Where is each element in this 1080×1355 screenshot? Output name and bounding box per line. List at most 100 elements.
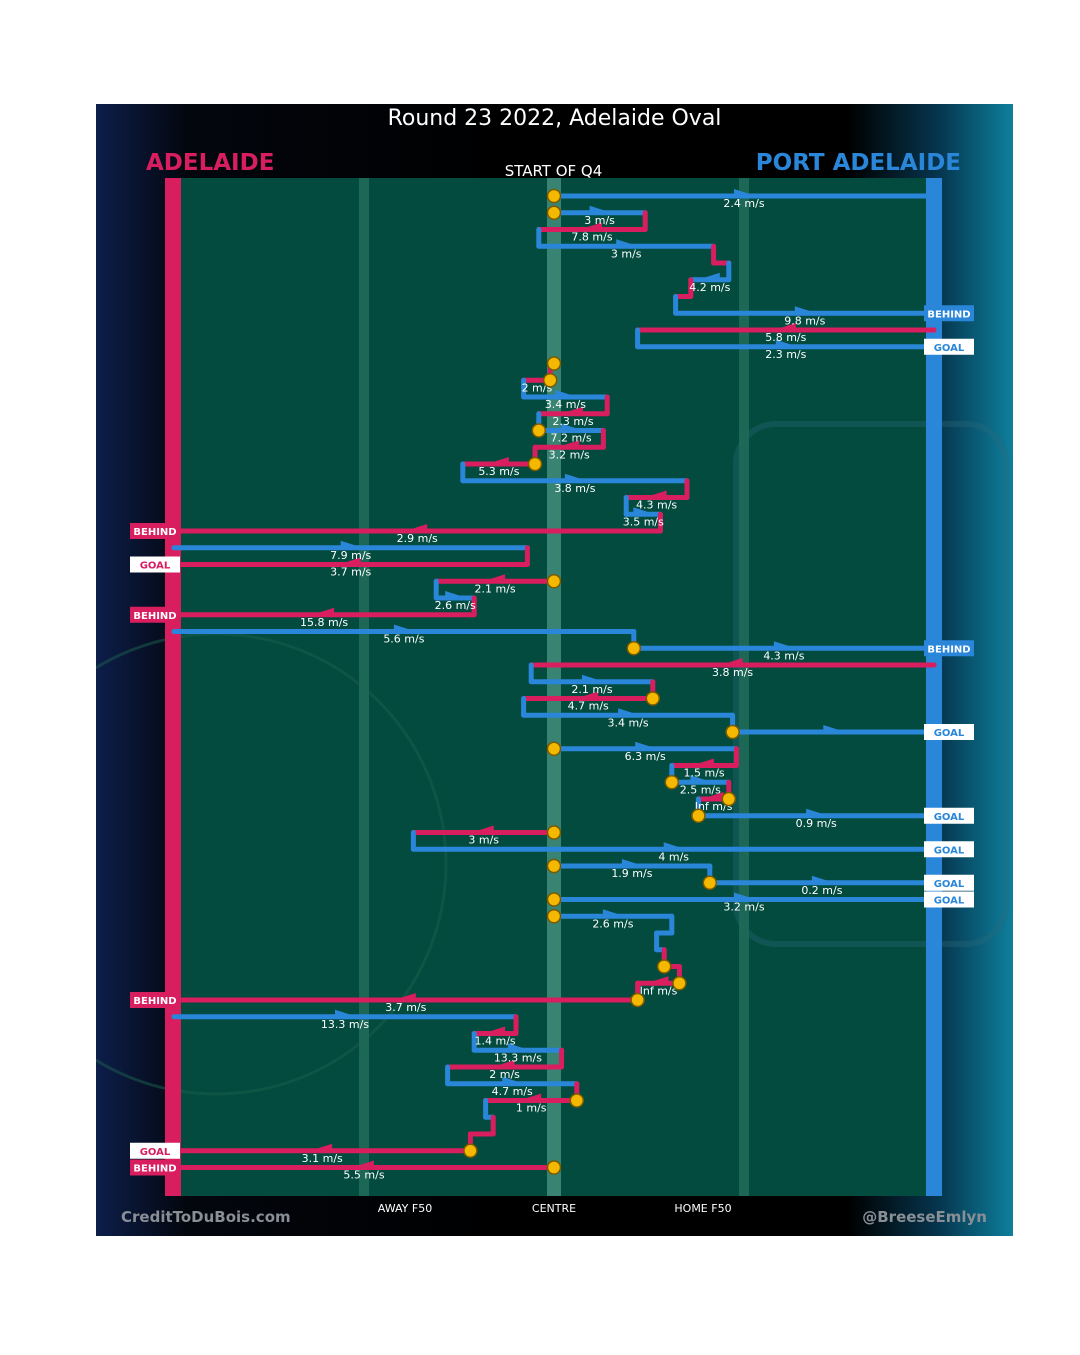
result-badge bbox=[924, 724, 974, 740]
result-badge-label: GOAL bbox=[934, 845, 965, 856]
speed-label: 7.8 m/s bbox=[571, 231, 612, 244]
turnover-marker bbox=[546, 188, 562, 204]
direction-arrow bbox=[486, 457, 509, 464]
speed-label: 2.5 m/s bbox=[680, 783, 721, 796]
direction-arrow bbox=[692, 758, 715, 766]
chain-segments bbox=[171, 189, 937, 1170]
speed-label: 2.1 m/s bbox=[475, 582, 516, 595]
direction-arrow bbox=[701, 792, 724, 799]
direction-arrow bbox=[393, 993, 416, 1000]
result-badge bbox=[924, 891, 974, 908]
credit-left: CreditToDuBois.com bbox=[121, 1208, 291, 1226]
result-badge bbox=[924, 640, 974, 657]
speed-label: 0.2 m/s bbox=[801, 884, 842, 897]
speed-label: 5.5 m/s bbox=[343, 1169, 384, 1182]
direction-arrow bbox=[312, 607, 335, 615]
turnover-marker bbox=[691, 808, 706, 823]
turnover-marker bbox=[569, 1093, 585, 1108]
direction-arrow bbox=[352, 1160, 374, 1168]
speed-label: 3.4 m/s bbox=[545, 398, 586, 411]
direction-arrow bbox=[589, 205, 612, 213]
direction-arrow bbox=[644, 490, 667, 498]
direction-arrow bbox=[445, 591, 468, 598]
speed-label: Inf m/s bbox=[640, 984, 678, 997]
x-tick-home-f50: HOME F50 bbox=[674, 1202, 732, 1215]
direction-arrow bbox=[646, 976, 669, 984]
direction-arrow bbox=[502, 1076, 525, 1084]
result-badge-label: BEHIND bbox=[133, 527, 176, 538]
result-badge-label: GOAL bbox=[934, 812, 965, 823]
result-badge-label: GOAL bbox=[934, 343, 965, 354]
speed-label: 13.3 m/s bbox=[494, 1051, 542, 1064]
direction-arrow bbox=[734, 189, 756, 196]
direction-arrow bbox=[561, 406, 583, 414]
turnover-marker bbox=[546, 205, 562, 220]
speed-label: 2 m/s bbox=[489, 1068, 520, 1081]
result-badge-label: GOAL bbox=[140, 1147, 171, 1158]
home-goal-bar bbox=[165, 178, 181, 1196]
speed-label: 3.2 m/s bbox=[723, 901, 764, 914]
direction-arrow bbox=[393, 624, 416, 632]
speed-label: 3.7 m/s bbox=[330, 566, 371, 579]
result-badge bbox=[130, 1142, 180, 1159]
speed-label: 3.1 m/s bbox=[302, 1152, 343, 1165]
direction-arrow bbox=[555, 390, 578, 397]
x-tick-away-f50: AWAY F50 bbox=[377, 1202, 433, 1215]
speed-label: 4.3 m/s bbox=[636, 499, 677, 512]
direction-arrow bbox=[616, 239, 639, 247]
direction-arrow bbox=[580, 222, 602, 230]
home-team-label: ADELAIDE bbox=[146, 150, 275, 176]
speed-label: 1.4 m/s bbox=[475, 1035, 516, 1048]
turnover-marker bbox=[672, 976, 687, 991]
speed-label: 3.7 m/s bbox=[385, 1001, 426, 1014]
away-goal-bar bbox=[926, 178, 942, 1196]
speed-label: 5.8 m/s bbox=[765, 331, 806, 344]
turnover-marker bbox=[546, 825, 562, 840]
direction-arrow bbox=[794, 306, 817, 314]
speed-label: 3 m/s bbox=[584, 214, 615, 227]
direction-arrow bbox=[773, 323, 796, 330]
speed-label: 3.2 m/s bbox=[549, 448, 590, 461]
result-badge-label: GOAL bbox=[934, 879, 965, 890]
speed-label: 2.6 m/s bbox=[592, 917, 633, 930]
speed-label: 2.1 m/s bbox=[571, 683, 612, 696]
away-f50-line bbox=[359, 178, 369, 1196]
turnover-marker bbox=[664, 775, 680, 790]
turnover-marker bbox=[546, 909, 562, 924]
turnover-marker bbox=[546, 892, 562, 907]
turnover-marker bbox=[546, 574, 562, 589]
turnover-marker bbox=[546, 858, 562, 874]
turnover-marker bbox=[542, 373, 558, 388]
speed-label: 4.7 m/s bbox=[568, 700, 609, 713]
result-badge bbox=[130, 523, 180, 539]
result-badge-label: GOAL bbox=[140, 561, 171, 572]
direction-arrow bbox=[663, 842, 686, 850]
away-logo-watermark bbox=[733, 421, 1009, 947]
chart-title: Round 23 2022, Adelaide Oval bbox=[387, 106, 722, 131]
speed-label: 1.5 m/s bbox=[684, 767, 725, 780]
turnover-marker bbox=[546, 1160, 562, 1175]
direction-arrow bbox=[635, 741, 658, 749]
direction-arrow bbox=[602, 909, 625, 917]
direction-arrow bbox=[483, 1026, 506, 1034]
direction-arrow bbox=[823, 725, 846, 732]
speed-label: 2.3 m/s bbox=[552, 415, 593, 428]
turnover-marker bbox=[463, 1143, 478, 1158]
away-team-label: PORT ADELAIDE bbox=[755, 150, 961, 176]
direction-arrow bbox=[773, 641, 796, 649]
speed-label: 4.7 m/s bbox=[492, 1085, 533, 1098]
direction-arrow bbox=[576, 691, 599, 699]
direction-arrow bbox=[335, 1009, 357, 1017]
direction-arrow bbox=[519, 1093, 542, 1101]
speed-label: 3.4 m/s bbox=[608, 716, 649, 729]
direction-arrow bbox=[557, 440, 580, 448]
speed-label: 3 m/s bbox=[468, 834, 499, 847]
direction-arrow bbox=[561, 423, 584, 431]
speed-label: 1 m/s bbox=[516, 1102, 547, 1115]
turnover-marker bbox=[656, 959, 672, 974]
speed-label: 3.8 m/s bbox=[554, 482, 595, 495]
result-badge-label: BEHIND bbox=[133, 1164, 176, 1175]
speed-label: 15.8 m/s bbox=[300, 616, 348, 629]
direction-arrow bbox=[340, 540, 363, 548]
result-badge bbox=[924, 874, 974, 891]
